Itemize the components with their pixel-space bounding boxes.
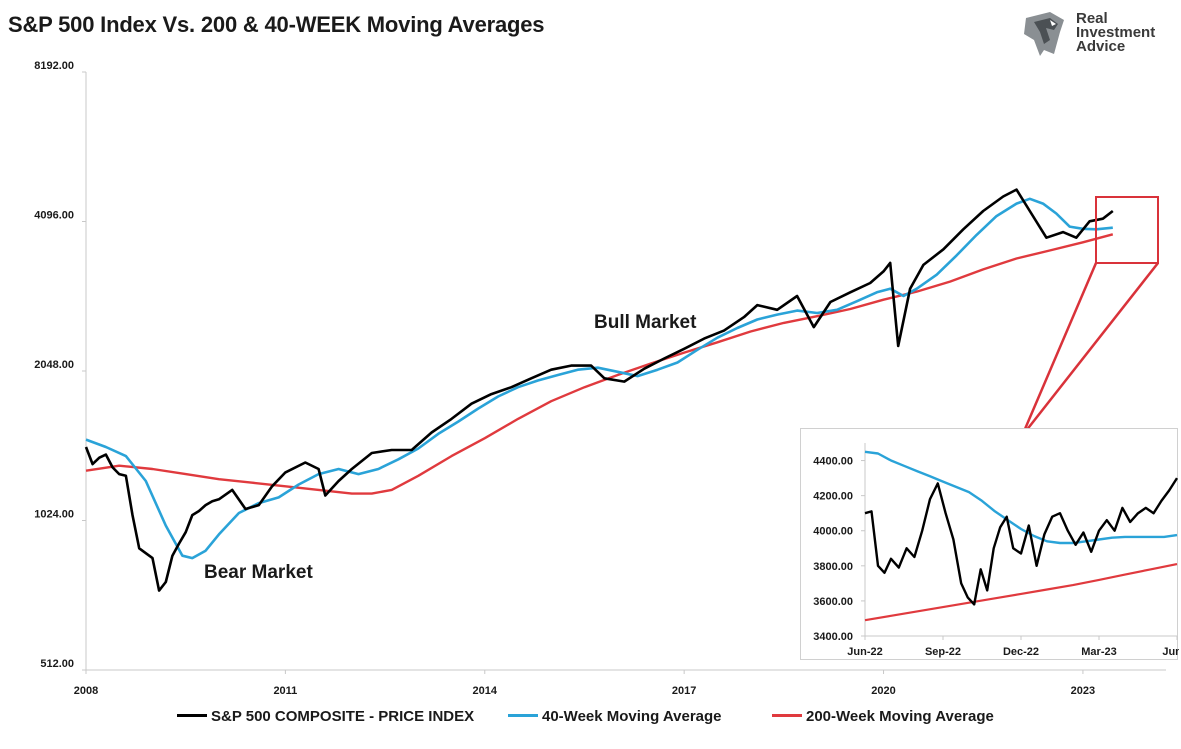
annotation-bear-market: Bear Market — [204, 562, 313, 583]
legend-swatch-200wk — [772, 713, 802, 717]
inset-y-tick-label: 4200.00 — [813, 491, 853, 503]
inset-y-tick-label: 3400.00 — [813, 631, 853, 643]
inset-series — [864, 450, 1179, 622]
legend-item-40wk: 40-Week Moving Average — [508, 708, 722, 725]
inset-x-tick-label: Dec-22 — [1003, 646, 1039, 658]
main-x-tick-label: 2008 — [74, 685, 98, 697]
inset-axes: 3400.00 3600.00 3800.00 4000.00 4200.00 4400.… — [813, 443, 1179, 658]
inset-y-tick-label: 4000.00 — [813, 526, 853, 538]
inset-chart-svg: 3400.00 3600.00 3800.00 4000.00 4200.00 4400.… — [813, 443, 1179, 658]
inset-series-40-week-moving-average — [864, 450, 1178, 545]
legend-label-200wk: 200-Week Moving Average — [806, 708, 994, 725]
inset-x-tick-label: Jun-22 — [847, 646, 882, 658]
annotation-bull-market: Bull Market — [594, 312, 697, 333]
legend-item-200wk: 200-Week Moving Average — [772, 708, 994, 725]
main-y-tick-label: 512.00 — [40, 658, 74, 670]
callout-line-right — [1021, 262, 1159, 437]
logo-line1: Real — [1076, 10, 1108, 27]
inset-series-200-week-moving-average — [864, 563, 1178, 622]
inset-highlight — [1020, 196, 1159, 437]
legend-label-40wk: 40-Week Moving Average — [542, 708, 722, 725]
legend-item-sp500: S&P 500 COMPOSITE - PRICE INDEX — [177, 708, 474, 725]
inset-y-tick-label: 4400.00 — [813, 456, 853, 468]
inset-x-tick-label: Sep-22 — [925, 646, 961, 658]
inset-series-s-p-500-composite-price-index — [864, 477, 1179, 606]
legend-label-sp500: S&P 500 COMPOSITE - PRICE INDEX — [211, 708, 475, 725]
main-x-tick-label: 2014 — [473, 685, 498, 697]
lion-head-icon — [1024, 12, 1064, 56]
main-series-200-week-moving-average — [85, 233, 1114, 495]
main-x-tick-label: 2017 — [672, 685, 696, 697]
inset-y-tick-label: 3800.00 — [813, 561, 853, 573]
main-axes: 512.00 1024.00 2048.00 4096.00 8192.00 2008 20… — [34, 60, 1166, 697]
inset-chart: 3400.00 3600.00 3800.00 4000.00 4200.00 4400.… — [800, 428, 1179, 660]
chart-title: S&P 500 Index Vs. 200 & 40-WEEK Moving A… — [8, 12, 545, 37]
legend-swatch-40wk — [508, 713, 538, 717]
main-x-tick-label: 2011 — [273, 685, 297, 697]
main-y-tick-label: 8192.00 — [34, 60, 74, 72]
logo-line2: Investment — [1076, 24, 1156, 41]
main-series — [84, 188, 1114, 592]
main-x-tick-label: 2020 — [871, 685, 895, 697]
inset-y-tick-label: 3600.00 — [813, 596, 853, 608]
highlight-box — [1095, 196, 1159, 264]
logo: Real Investment Advice — [1020, 10, 1170, 60]
main-x-tick-label: 2023 — [1071, 685, 1095, 697]
callout-line-left — [1020, 262, 1098, 437]
main-series-s-p-500-composite-price-index — [84, 188, 1114, 592]
main-y-tick-label: 1024.00 — [34, 509, 74, 521]
main-y-tick-label: 2048.00 — [34, 359, 74, 371]
inset-x-tick-label: Mar-23 — [1081, 646, 1116, 658]
legend: S&P 500 COMPOSITE - PRICE INDEX 40-Week … — [0, 708, 1181, 732]
inset-x-tick-label: Jun-2 — [1162, 646, 1179, 658]
main-y-tick-label: 4096.00 — [34, 210, 74, 222]
legend-swatch-sp500 — [177, 713, 207, 717]
logo-line3: Advice — [1076, 38, 1126, 55]
